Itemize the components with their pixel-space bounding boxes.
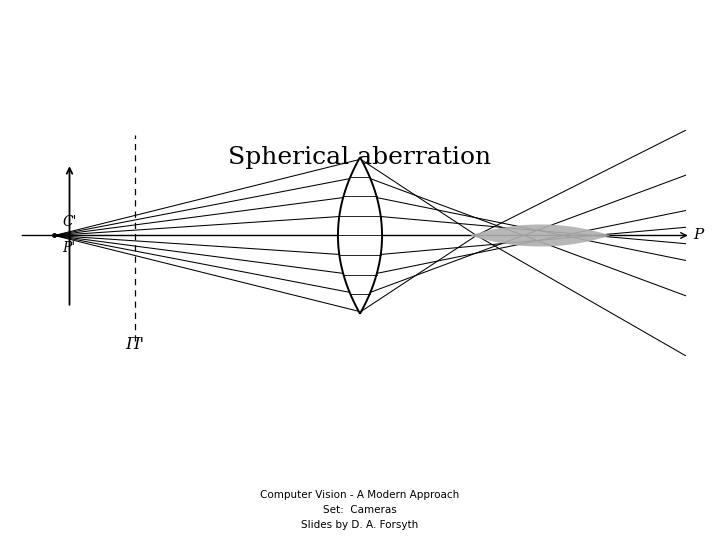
Text: P': P' [63, 241, 76, 255]
Polygon shape [338, 157, 382, 314]
Polygon shape [470, 225, 611, 246]
Text: P: P [693, 228, 704, 242]
Text: C': C' [63, 215, 77, 230]
Text: Π': Π' [125, 336, 144, 353]
Text: Computer Vision - A Modern Approach
Set:  Cameras
Slides by D. A. Forsyth: Computer Vision - A Modern Approach Set:… [261, 490, 459, 530]
Text: Spherical aberration: Spherical aberration [228, 146, 492, 169]
